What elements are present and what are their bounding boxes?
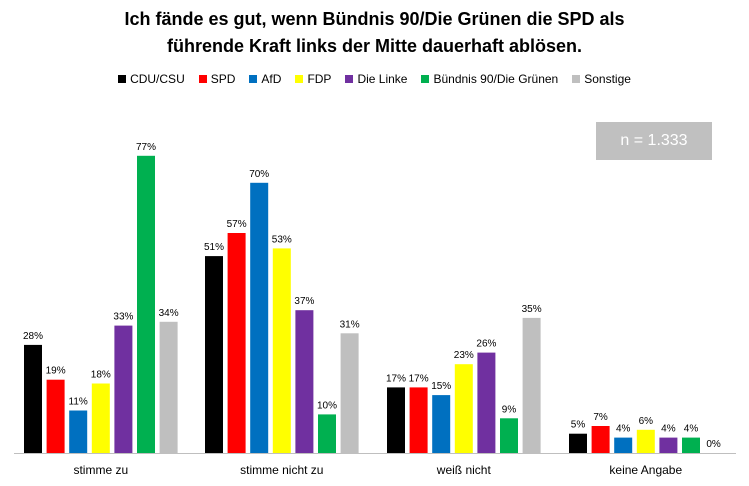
data-label: 26% [476,339,496,350]
legend-label: SPD [210,72,236,86]
data-label: 0% [706,439,721,450]
data-label: 33% [113,312,133,323]
legend-swatch [421,75,430,83]
data-label: 77% [136,142,156,153]
data-label: 4% [616,424,631,435]
bar-sonstige-wei-nicht [522,317,541,453]
bar-cdu-csu-keine-angabe [569,433,587,453]
bar-b-ndnis-90-die-gr-nen-stimme-nicht-zu [318,414,336,453]
bar-spd-stimme-zu [46,379,65,453]
legend-label: AfD [261,72,282,86]
legend-swatch [249,75,258,83]
legend-label: Die Linke [357,72,408,86]
bar-b-ndnis-90-die-gr-nen-stimme-zu [137,155,155,454]
legend-label: CDU/CSU [130,72,185,86]
data-label: 35% [522,304,542,315]
legend: CDU/CSU SPD AfD FDP Die Linke Bündnis 90/Die … [0,72,749,86]
bar-afd-keine-angabe [614,437,633,453]
legend-swatch [345,75,354,83]
data-label: 10% [317,400,337,411]
legend-swatch [572,75,581,83]
bar-afd-stimme-nicht-zu [250,182,269,454]
legend-swatch [118,75,127,83]
bar-die-linke-wei-nicht [477,352,496,453]
x-tick-label: stimme zu [73,463,128,477]
data-label: 37% [294,296,314,307]
sample-size-badge: n = 1.333 [596,122,712,160]
legend-swatch [198,75,207,83]
bar-fdp-stimme-zu [91,383,110,453]
legend-item-sonstige: Sonstige [572,72,631,86]
data-label: 19% [46,366,66,377]
legend-item-fdp: FDP [295,72,331,86]
data-label: 70% [249,169,269,180]
bar-sonstige-stimme-nicht-zu [340,333,359,453]
legend-label: FDP [307,72,332,86]
bar-die-linke-stimme-nicht-zu [295,310,314,453]
data-label: 7% [593,412,608,423]
legend-label: Bündnis 90/Die Grünen [433,72,559,86]
bar-spd-wei-nicht [409,387,428,453]
data-label: 6% [639,416,654,427]
bar-sonstige-stimme-zu [159,321,178,453]
legend-item-die-linke: Die Linke [345,72,407,86]
data-label: 5% [571,420,586,431]
bar-fdp-keine-angabe [636,429,655,453]
legend-item-afd: AfD [249,72,281,86]
legend-item-spd: SPD [198,72,236,86]
bar-afd-wei-nicht [432,395,451,453]
data-label: 34% [159,308,179,319]
bar-fdp-wei-nicht [454,364,473,453]
bar-cdu-csu-wei-nicht [387,387,405,453]
data-label: 31% [340,319,360,330]
data-label: 57% [227,219,247,230]
bar-die-linke-keine-angabe [659,437,678,453]
data-label: 11% [69,397,88,408]
chart-title-line-1: Ich fände es gut, wenn Bündnis 90/Die Gr… [124,9,625,29]
data-label: 4% [684,424,699,435]
data-label: 17% [386,373,406,384]
data-label: 23% [454,350,474,361]
bar-spd-stimme-nicht-zu [227,233,246,453]
bar-cdu-csu-stimme-zu [24,344,42,453]
x-tick-label: weiß nicht [436,463,492,477]
legend-item-cdu-csu: CDU/CSU [118,72,185,86]
data-label: 9% [502,404,517,415]
legend-label: Sonstige [584,72,631,86]
bar-b-ndnis-90-die-gr-nen-keine-angabe [682,437,700,453]
chart-title-line-2: führende Kraft links der Mitte dauerhaft… [166,36,583,56]
bar-afd-stimme-zu [69,410,88,453]
chart-title: Ich fände es gut, wenn Bündnis 90/Die Gr… [0,6,749,60]
data-label: 17% [409,373,429,384]
x-tick-label: keine Angabe [609,463,682,477]
legend-swatch [295,75,304,83]
data-label: 51% [204,242,224,253]
bar-fdp-stimme-nicht-zu [272,248,291,453]
data-label: 53% [272,234,292,245]
data-label: 15% [431,381,451,392]
x-tick-label: stimme nicht zu [240,463,323,477]
bar-cdu-csu-stimme-nicht-zu [205,256,223,453]
data-label: 4% [661,424,676,435]
bar-b-ndnis-90-die-gr-nen-wei-nicht [500,418,518,453]
bar-die-linke-stimme-zu [114,325,133,453]
bar-spd-keine-angabe [591,426,610,453]
data-label: 18% [91,370,111,381]
data-label: 28% [23,331,43,342]
legend-item-b-ndnis-90-die-gr-nen: Bündnis 90/Die Grünen [421,72,558,86]
